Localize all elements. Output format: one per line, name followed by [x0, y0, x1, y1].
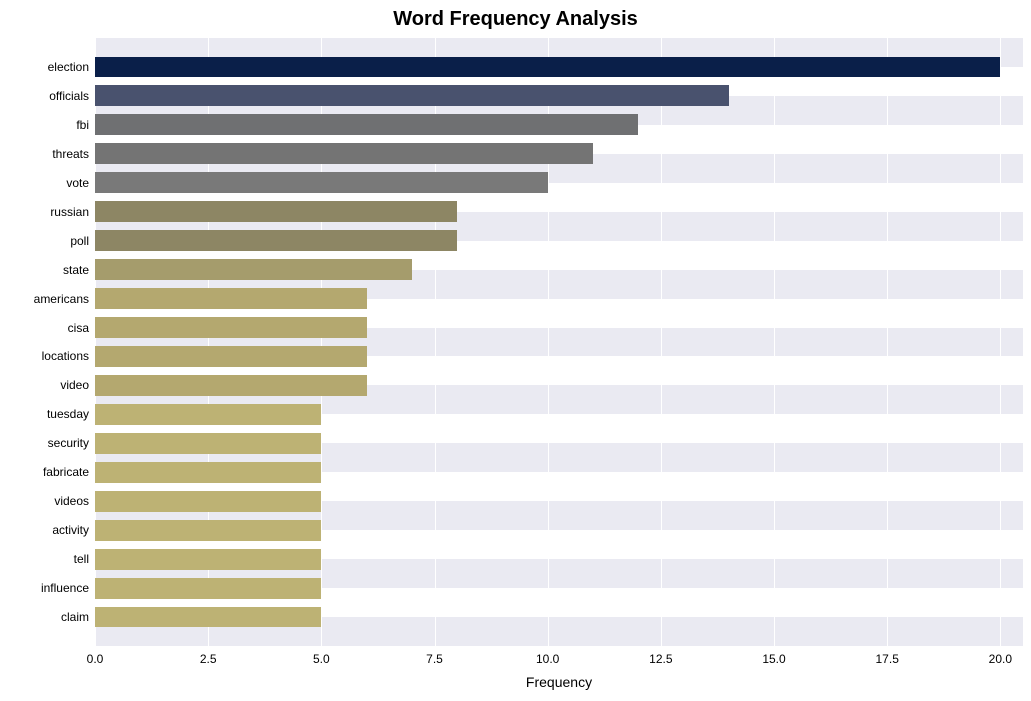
plot-area — [95, 38, 1023, 646]
grid-line — [1000, 38, 1001, 646]
bar — [95, 433, 321, 454]
x-tick-label: 15.0 — [762, 652, 785, 666]
bar — [95, 259, 412, 280]
x-tick-label: 7.5 — [426, 652, 443, 666]
x-tick-label: 0.0 — [87, 652, 104, 666]
bar — [95, 317, 367, 338]
y-tick-label: videos — [54, 494, 89, 508]
x-tick-label: 5.0 — [313, 652, 330, 666]
y-tick-label: vote — [66, 176, 89, 190]
bar — [95, 172, 548, 193]
x-axis-label: Frequency — [526, 674, 592, 690]
y-tick-label: officials — [49, 89, 89, 103]
bar — [95, 520, 321, 541]
grid-line — [661, 38, 662, 646]
y-tick-label: fbi — [76, 118, 89, 132]
bar — [95, 607, 321, 628]
bar — [95, 201, 457, 222]
grid-line — [887, 38, 888, 646]
bar — [95, 346, 367, 367]
x-tick-label: 2.5 — [200, 652, 217, 666]
chart-container: Word Frequency Analysis Frequency 0.0 2.5… — [0, 0, 1031, 701]
y-tick-label: video — [60, 378, 89, 392]
bar — [95, 85, 729, 106]
y-tick-label: fabricate — [43, 465, 89, 479]
bar — [95, 404, 321, 425]
chart-title: Word Frequency Analysis — [0, 8, 1031, 31]
x-tick-label: 20.0 — [989, 652, 1012, 666]
y-tick-label: claim — [61, 610, 89, 624]
y-tick-label: state — [63, 263, 89, 277]
bar — [95, 57, 1000, 78]
y-tick-label: poll — [70, 234, 89, 248]
y-tick-label: russian — [50, 205, 89, 219]
bar — [95, 549, 321, 570]
bar — [95, 288, 367, 309]
bar — [95, 462, 321, 483]
y-tick-label: security — [48, 436, 89, 450]
y-tick-label: americans — [34, 292, 89, 306]
y-tick-label: tell — [74, 552, 89, 566]
bar — [95, 578, 321, 599]
x-tick-label: 10.0 — [536, 652, 559, 666]
bar — [95, 491, 321, 512]
bar — [95, 114, 638, 135]
bar — [95, 230, 457, 251]
x-tick-label: 12.5 — [649, 652, 672, 666]
y-tick-label: influence — [41, 581, 89, 595]
y-tick-label: activity — [52, 523, 89, 537]
grid-line — [774, 38, 775, 646]
y-tick-label: threats — [52, 147, 89, 161]
bar — [95, 143, 593, 164]
y-tick-label: locations — [42, 349, 89, 363]
y-tick-label: election — [48, 60, 89, 74]
y-tick-label: cisa — [68, 321, 89, 335]
y-tick-label: tuesday — [47, 407, 89, 421]
bar — [95, 375, 367, 396]
x-tick-label: 17.5 — [876, 652, 899, 666]
